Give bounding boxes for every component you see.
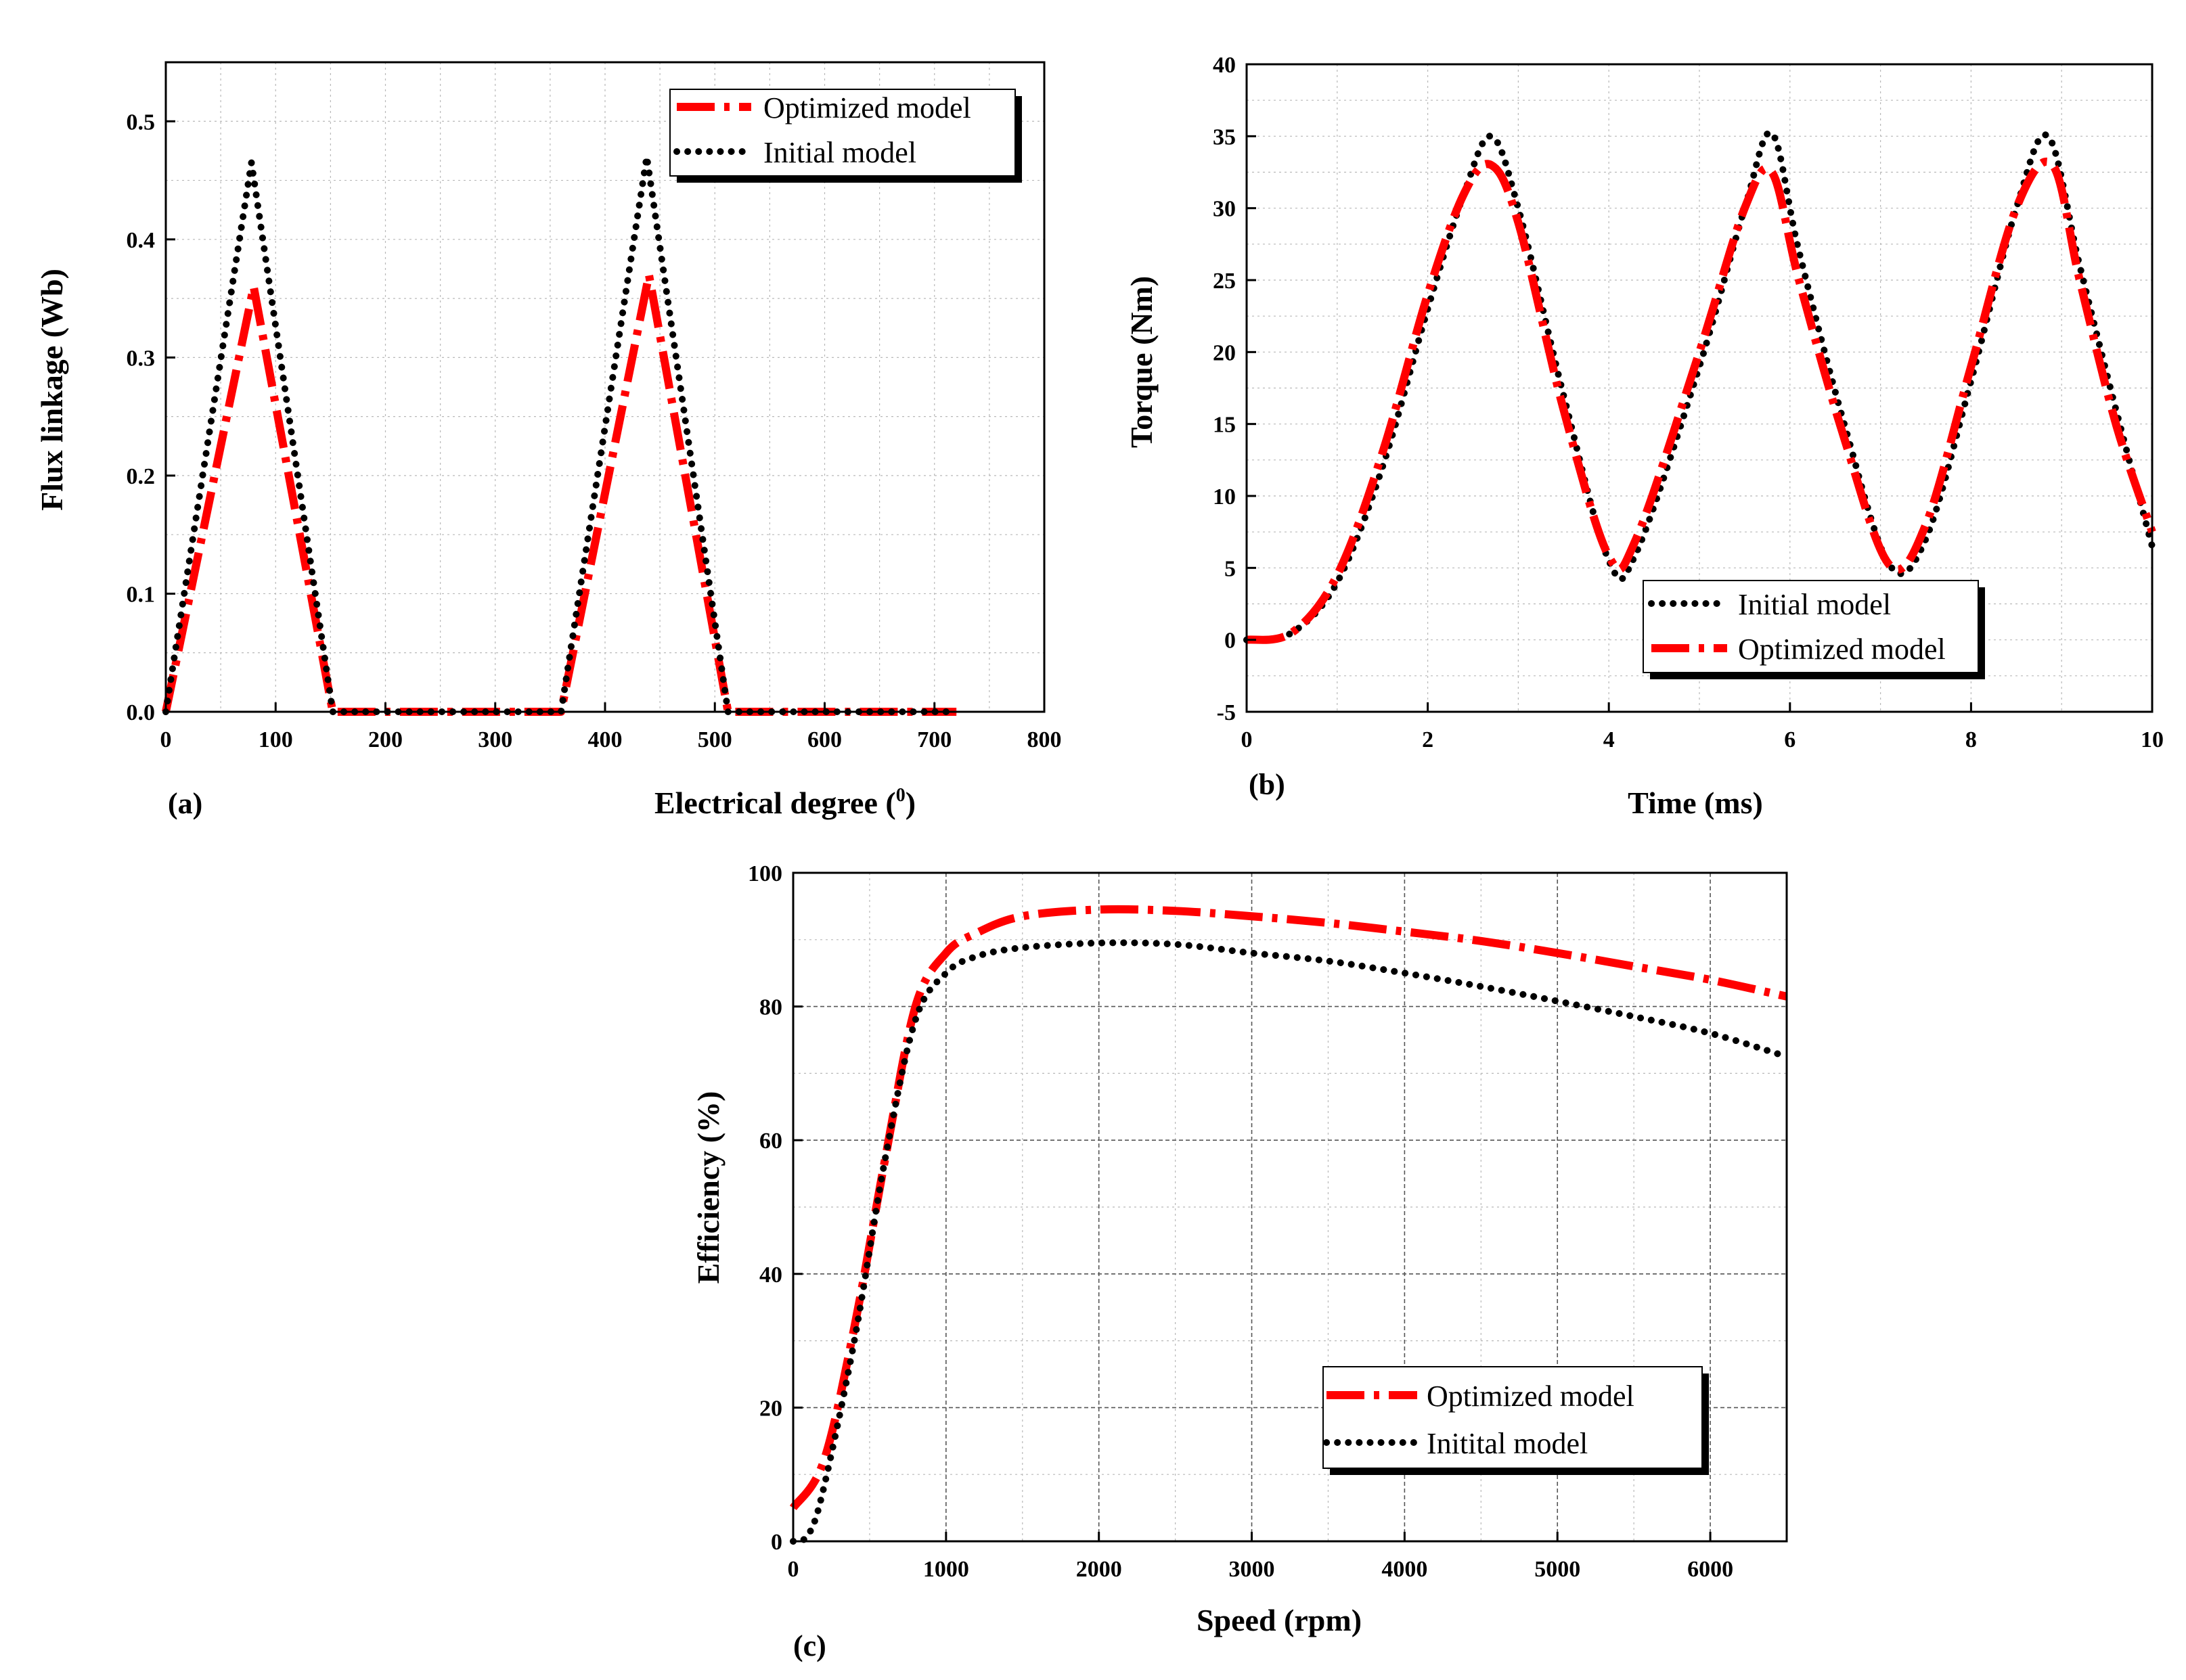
panel-b-y-tick-label: 35 (1213, 124, 1236, 150)
panel-b-series-initial (1243, 129, 2156, 643)
panel-a-x-tick-label: 300 (478, 727, 512, 752)
panel-c-grid (793, 873, 1787, 1541)
panel-c-x-tick-label: 0 (788, 1557, 799, 1582)
panel-c-x-axis-title: Speed (rpm) (1197, 1603, 1362, 1637)
panel-b-legend-initial-label: Initial model (1738, 588, 1891, 621)
panel-a-y-axis-title: Flux linkage (Wb) (35, 269, 69, 511)
panel-c-x-tick-label: 5000 (1534, 1557, 1580, 1582)
panel-a-y-tick-label: 0.2 (127, 464, 156, 489)
panel-b-y-tick-label: 10 (1213, 484, 1236, 509)
panel-c-x-tick-label: 4000 (1381, 1557, 1427, 1582)
panel-a-x-tick-label: 200 (368, 727, 403, 752)
panel-b-y-tick-label: 30 (1213, 197, 1236, 222)
panel-b-y-tick-label: 15 (1213, 413, 1236, 438)
panel-b-y-tick-label: 5 (1224, 556, 1236, 581)
panel-c-x-ticks: 0 1000 2000 3000 4000 5000 6000 (788, 1532, 1733, 1582)
panel-a-legend-optimized-label: Optimized model (763, 91, 971, 124)
panel-a-y-tick-label: 0.1 (127, 582, 156, 607)
panel-b-legend-optimized-label: Optimized model (1738, 633, 1946, 666)
panel-b-y-tick-label: -5 (1217, 700, 1236, 725)
panel-a-x-axis-title: Electrical degree (0) (654, 785, 916, 820)
panel-b-label: (b) (1249, 768, 1285, 801)
panel-c-plot (789, 905, 1790, 1545)
panel-a-label: (a) (168, 787, 202, 820)
panel-a-x-ticks: 0 100 200 300 400 500 600 700 800 (160, 702, 1062, 752)
panel-b-y-ticks: -5 0 5 10 15 20 25 30 35 40 (1213, 53, 1256, 725)
panel-b-x-tick-label: 6 (1784, 727, 1795, 752)
panel-b-legend-box (1643, 580, 1979, 673)
panel-a-y-ticks: 0.0 0.1 0.2 0.3 0.4 0.5 (127, 110, 175, 725)
panel-c-legend-initial-label: Initital model (1427, 1427, 1588, 1460)
panel-c-efficiency: 0 1000 2000 3000 4000 5000 6000 0 20 40 60 80 100 (… (691, 861, 1790, 1662)
panel-b-x-axis-title: Time (ms) (1628, 786, 1763, 820)
panel-b-x-tick-label: 0 (1241, 727, 1253, 752)
panel-c-x-tick-label: 6000 (1687, 1557, 1733, 1582)
panel-a-x-tick-label: 700 (917, 727, 952, 752)
panel-a-series-optimized (162, 271, 957, 716)
panel-a-y-tick-label: 0.4 (127, 228, 156, 253)
panel-c-series-initial (790, 939, 1790, 1545)
panel-a-x-tick-label: 400 (588, 727, 623, 752)
panel-c-x-tick-label: 3000 (1229, 1557, 1275, 1582)
panel-b-legend: Initial model Optimized model (1643, 580, 1985, 679)
panel-b-y-tick-label: 25 (1213, 269, 1236, 294)
panel-b-y-axis-title: Torque (Nm) (1124, 276, 1159, 448)
panel-c-legend: Optimized model Initital model (1322, 1366, 1709, 1475)
panel-b-y-tick-label: 40 (1213, 53, 1236, 78)
panel-a-x-tick-label: 0 (160, 727, 172, 752)
panel-a-y-tick-label: 0.3 (127, 346, 156, 371)
panel-c-label: (c) (793, 1629, 826, 1662)
panel-c-y-tick-label: 40 (759, 1263, 782, 1288)
panel-a-flux-linkage: 0 100 200 300 400 500 600 700 800 0.00.10.20.30.… (35, 61, 1062, 820)
panel-c-y-tick-label: 60 (759, 1129, 782, 1154)
panel-c-y-axis-title: Efficiency (%) (691, 1091, 726, 1284)
panel-a-legend-initial-label: Initial model (763, 136, 916, 169)
panel-b-y-tick-label: 20 (1213, 340, 1236, 365)
panel-b-x-tick-label: 4 (1603, 727, 1615, 752)
panel-b-x-tick-label: 8 (1965, 727, 1977, 752)
panel-a-x-tick-label: 600 (807, 727, 842, 752)
panel-b-y-tick-label: 0 (1224, 629, 1236, 654)
panel-c-y-tick-label: 80 (759, 995, 782, 1020)
panel-c-y-tick-label: 0 (771, 1530, 782, 1555)
panel-a-x-tick-label: 100 (259, 727, 293, 752)
panel-b-x-ticks: 0 2 4 6 8 10 (1241, 702, 2164, 752)
panel-c-y-ticks: 0 20 40 60 80 100 (748, 861, 803, 1555)
panel-c-frame (792, 871, 1788, 1543)
panel-c-x-tick-label: 1000 (923, 1557, 969, 1582)
panel-c-legend-optimized-label: Optimized model (1427, 1380, 1634, 1413)
panel-a-y-tick-label: 0.0 (127, 700, 156, 725)
panel-a-plot (162, 153, 960, 716)
panel-c-y-tick-label: 20 (759, 1396, 782, 1421)
panel-b-frame (1245, 63, 2154, 713)
panel-b-series-optimized (1246, 158, 2156, 644)
panel-a-x-tick-label: 800 (1027, 727, 1062, 752)
panel-a-y-tick-label: 0.5 (127, 110, 156, 135)
panel-a-legend: Optimized model Initial model (669, 89, 1022, 183)
panel-b-plot (1243, 129, 2156, 644)
panel-b-x-tick-label: 10 (2141, 727, 2164, 752)
panel-c-y-tick-label: 100 (748, 861, 782, 886)
panel-b-x-tick-label: 2 (1422, 727, 1433, 752)
panel-a-x-tick-label: 500 (698, 727, 732, 752)
panel-c-legend-box (1322, 1366, 1703, 1469)
panel-c-x-tick-label: 2000 (1076, 1557, 1122, 1582)
